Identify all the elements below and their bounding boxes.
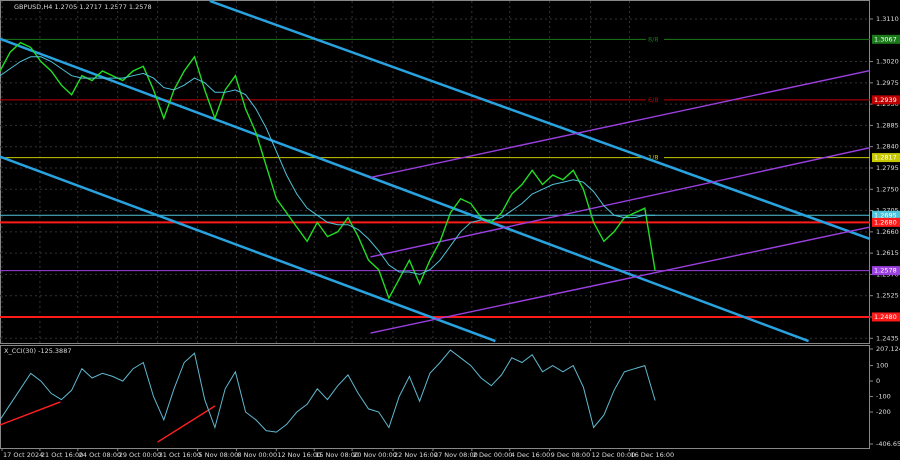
- x-tick-label: 4 Dec 16:00: [511, 451, 551, 459]
- x-tick-label: 2 Dec 00:00: [473, 451, 513, 459]
- x-tick-label: 29 Oct 00:00: [119, 451, 161, 459]
- y-tick-label: -100: [876, 393, 891, 401]
- y-tick-label: 1.3020: [876, 58, 899, 66]
- y-tick-label: 1.2975: [876, 79, 899, 87]
- trend-line: [0, 401, 61, 426]
- level-name-bg: [646, 94, 664, 105]
- cci-frame: [0, 345, 870, 449]
- level-tag: [872, 312, 900, 322]
- chart-title: GBPUSD,H4 1.2705 1.2717 1.2577 1.2578: [14, 3, 152, 11]
- level-label: 1.2578: [874, 267, 897, 275]
- y-tick-label: 1.2795: [876, 164, 899, 172]
- y-tick-label: 1.2525: [876, 292, 899, 300]
- level-name-bg: [646, 34, 664, 45]
- x-tick-label: 22 Nov 16:00: [394, 451, 438, 459]
- level-label: 1.2939: [874, 96, 897, 104]
- y-tick-label: 0: [876, 377, 880, 385]
- x-tick-label: 24 Oct 08:00: [79, 451, 121, 459]
- level-name: 6/8: [648, 96, 658, 104]
- x-tick-label: 5 Nov 08:00: [199, 451, 239, 459]
- level-label: 1.2695: [874, 211, 897, 219]
- y-tick-label: 1.2435: [876, 334, 899, 342]
- cci-title: X_CCI(30) -125.3887: [4, 347, 71, 355]
- x-tick-label: 8 Nov 00:00: [237, 451, 277, 459]
- trend-line: [157, 405, 216, 443]
- x-tick-label: 9 Dec 08:00: [551, 451, 591, 459]
- y-tick-label: 1.2840: [876, 143, 899, 151]
- trend-line: [370, 226, 871, 334]
- level-label: 1.2480: [874, 313, 897, 321]
- level-tag: [872, 153, 900, 163]
- y-tick-label: -200: [876, 408, 891, 416]
- y-tick-label: 1.2750: [876, 185, 899, 193]
- x-tick-label: 15 Nov 08:00: [315, 451, 359, 459]
- price-line: [0, 56, 656, 275]
- y-tick-label: 100: [876, 362, 888, 370]
- y-tick-label: -406.6577: [876, 440, 900, 448]
- level-name: 1/8: [648, 154, 658, 162]
- x-tick-label: 21 Oct 16:00: [41, 451, 83, 459]
- level-label: 1.3067: [874, 35, 897, 43]
- x-tick-label: 17 Oct 2024: [3, 451, 43, 459]
- price-line: [0, 41, 656, 300]
- x-tick-label: 12 Nov 16:00: [277, 451, 321, 459]
- x-tick-label: 16 Dec 16:00: [630, 451, 674, 459]
- trend-line: [0, 37, 810, 343]
- y-tick-label: 1.2885: [876, 121, 899, 129]
- x-tick-label: 27 Nov 08:00: [434, 451, 478, 459]
- level-name-bg: [646, 152, 664, 163]
- trend-line: [209, 0, 871, 241]
- y-tick-label: 1.3110: [876, 15, 899, 23]
- level-tag: [872, 95, 900, 105]
- main-frame: [0, 0, 870, 344]
- level-label: 1.2680: [874, 218, 897, 226]
- x-tick-label: 20 Nov 00:00: [353, 451, 397, 459]
- trend-line: [370, 146, 871, 258]
- level-name: 8/8: [648, 35, 658, 43]
- level-label: 1.2817: [874, 154, 897, 162]
- price-line: [0, 349, 656, 433]
- level-tag: [872, 210, 900, 220]
- y-tick-label: 207.1248: [876, 345, 900, 353]
- trend-line: [0, 155, 496, 343]
- level-tag: [872, 34, 900, 44]
- trend-line: [370, 69, 871, 179]
- y-tick-label: 1.2660: [876, 228, 899, 236]
- level-tag: [872, 217, 900, 227]
- level-tag: [872, 266, 900, 276]
- y-tick-label: 1.2615: [876, 249, 899, 257]
- x-tick-label: 12 Dec 00:00: [592, 451, 636, 459]
- x-tick-label: 31 Oct 16:00: [159, 451, 201, 459]
- y-tick-label: 1.2705: [876, 207, 899, 215]
